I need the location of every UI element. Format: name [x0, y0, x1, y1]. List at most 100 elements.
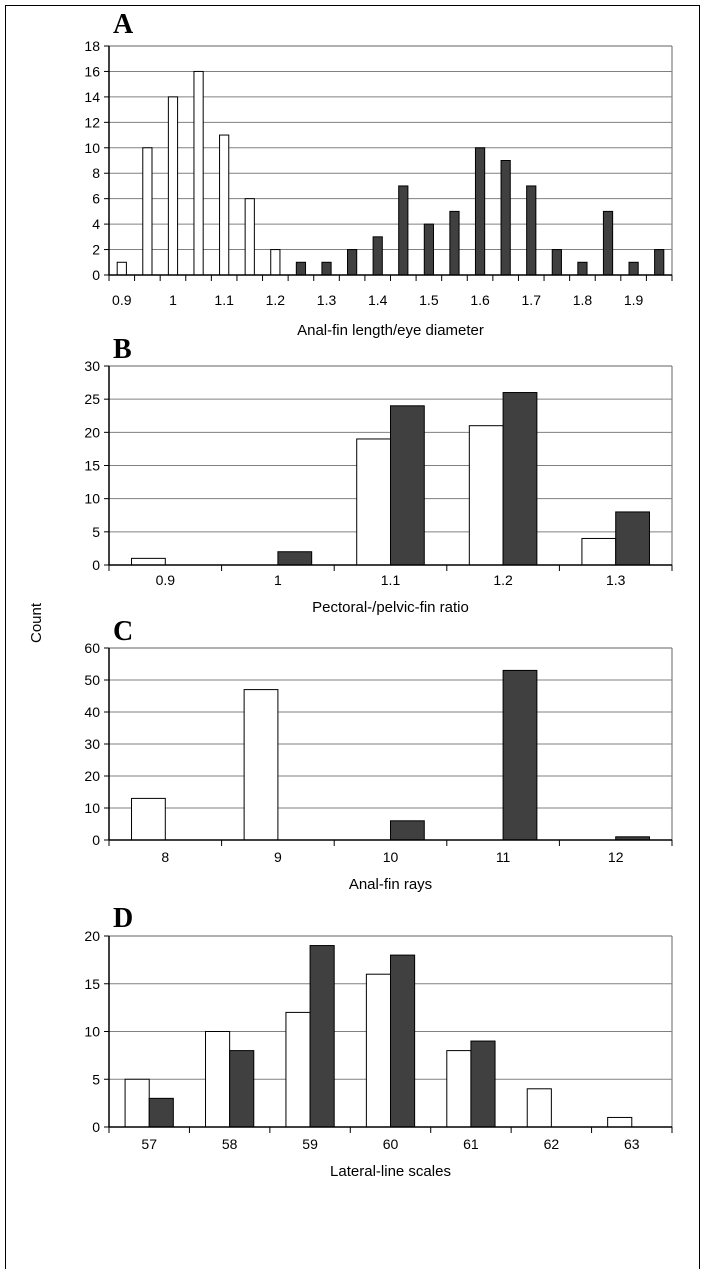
y-tick-label: 30 — [84, 358, 100, 374]
panel-letter: B — [113, 334, 132, 365]
bar — [390, 820, 425, 841]
y-tick-label: 10 — [84, 140, 100, 156]
bar — [551, 249, 562, 276]
x-tick-label: 1.7 — [522, 292, 542, 308]
x-tick-label: 1.3 — [606, 572, 626, 588]
x-tick-label: 9 — [274, 849, 282, 865]
bar — [526, 1088, 552, 1128]
bar — [142, 147, 153, 276]
panel-letter: A — [113, 9, 134, 40]
x-tick-label: 1.8 — [573, 292, 593, 308]
x-tick-label: 1.2 — [493, 572, 513, 588]
y-tick-label: 0 — [92, 832, 100, 848]
bar — [474, 147, 486, 276]
chart-panel-b: B 0 5 10 15 20 25 30 0.9 1 1.1 1.2 1.3 Pectoral-/pelv… — [84, 334, 673, 616]
x-axis-label: Anal-fin rays — [349, 876, 432, 893]
x-tick-label: 62 — [544, 1136, 560, 1152]
y-tick-label: 5 — [92, 1071, 100, 1087]
bar — [347, 249, 358, 276]
y-tick-label: 0 — [92, 1119, 100, 1135]
x-tick-label: 63 — [624, 1136, 640, 1152]
bar — [470, 1040, 496, 1128]
bar — [577, 261, 588, 276]
bar — [628, 261, 639, 276]
x-tick-label: 1.3 — [317, 292, 337, 308]
bar — [243, 689, 279, 841]
chart-panel-c: C 0 10 20 30 40 50 60 8 9 10 11 12 Anal-fin rays — [84, 616, 673, 893]
bar — [365, 973, 391, 1128]
bar — [277, 551, 313, 566]
bar — [131, 557, 166, 566]
x-tick-label: 58 — [222, 1136, 238, 1152]
x-tick-label: 1.5 — [419, 292, 439, 308]
y-tick-label: 10 — [84, 1024, 100, 1040]
bar — [295, 261, 307, 276]
y-tick-label: 20 — [84, 768, 100, 784]
x-tick-label: 59 — [302, 1136, 318, 1152]
bar — [423, 223, 434, 276]
x-tick-label: 11 — [496, 849, 511, 865]
panel-letter: D — [113, 903, 133, 934]
x-tick-label: 10 — [383, 849, 399, 865]
y-tick-label: 25 — [84, 391, 100, 407]
x-axis-label: Anal-fin length/eye diameter — [297, 322, 484, 339]
y-tick-label: 18 — [84, 38, 100, 54]
y-tick-label: 50 — [84, 672, 100, 688]
bar — [502, 392, 538, 566]
y-tick-label: 0 — [92, 267, 100, 283]
figure-frame — [5, 5, 700, 1269]
y-tick-label: 20 — [84, 424, 100, 440]
bar — [372, 236, 383, 276]
bar — [356, 438, 391, 566]
bar — [468, 425, 504, 566]
y-tick-label: 30 — [84, 736, 100, 752]
bar — [219, 134, 230, 276]
x-tick-label: 1.1 — [381, 572, 401, 588]
bar — [309, 945, 335, 1128]
bar — [270, 249, 281, 276]
y-tick-label: 20 — [84, 928, 100, 944]
x-tick-label: 1 — [169, 292, 177, 308]
y-tick-label: 12 — [84, 114, 100, 130]
bar — [321, 261, 332, 276]
shared-y-axis-label: Count — [28, 602, 45, 643]
x-tick-label: 1 — [274, 572, 282, 588]
bar — [449, 210, 460, 276]
x-tick-label: 1.9 — [624, 292, 644, 308]
bar — [116, 261, 127, 276]
bar — [615, 511, 650, 566]
y-tick-label: 15 — [84, 458, 100, 474]
x-tick-label: 8 — [161, 849, 169, 865]
y-tick-label: 0 — [92, 557, 100, 573]
bar — [500, 160, 511, 276]
bar — [148, 1097, 174, 1128]
bar — [131, 797, 166, 841]
x-tick-label: 60 — [383, 1136, 399, 1152]
bar — [124, 1078, 150, 1128]
x-tick-label: 61 — [463, 1136, 479, 1152]
y-tick-label: 5 — [92, 524, 100, 540]
x-tick-label: 0.9 — [112, 292, 132, 308]
x-tick-label: 1.6 — [470, 292, 490, 308]
x-tick-label: 12 — [608, 849, 624, 865]
y-tick-label: 8 — [92, 165, 100, 181]
panel-letter: C — [113, 616, 133, 647]
bar — [398, 185, 409, 276]
x-tick-label: 57 — [141, 1136, 157, 1152]
y-tick-label: 14 — [84, 89, 100, 105]
bar — [244, 198, 255, 276]
bar — [526, 185, 537, 276]
bar — [229, 1050, 255, 1128]
y-tick-label: 2 — [92, 242, 100, 258]
x-axis-label: Pectoral-/pelvic-fin ratio — [312, 599, 469, 616]
y-tick-label: 10 — [84, 491, 100, 507]
bar — [581, 537, 617, 566]
y-tick-label: 4 — [92, 216, 100, 232]
x-tick-label: 0.9 — [156, 572, 176, 588]
x-axis-label: Lateral-line scales — [330, 1163, 451, 1180]
y-tick-label: 16 — [84, 63, 100, 79]
y-tick-label: 10 — [84, 800, 100, 816]
bar — [193, 70, 204, 276]
y-tick-label: 60 — [84, 640, 100, 656]
